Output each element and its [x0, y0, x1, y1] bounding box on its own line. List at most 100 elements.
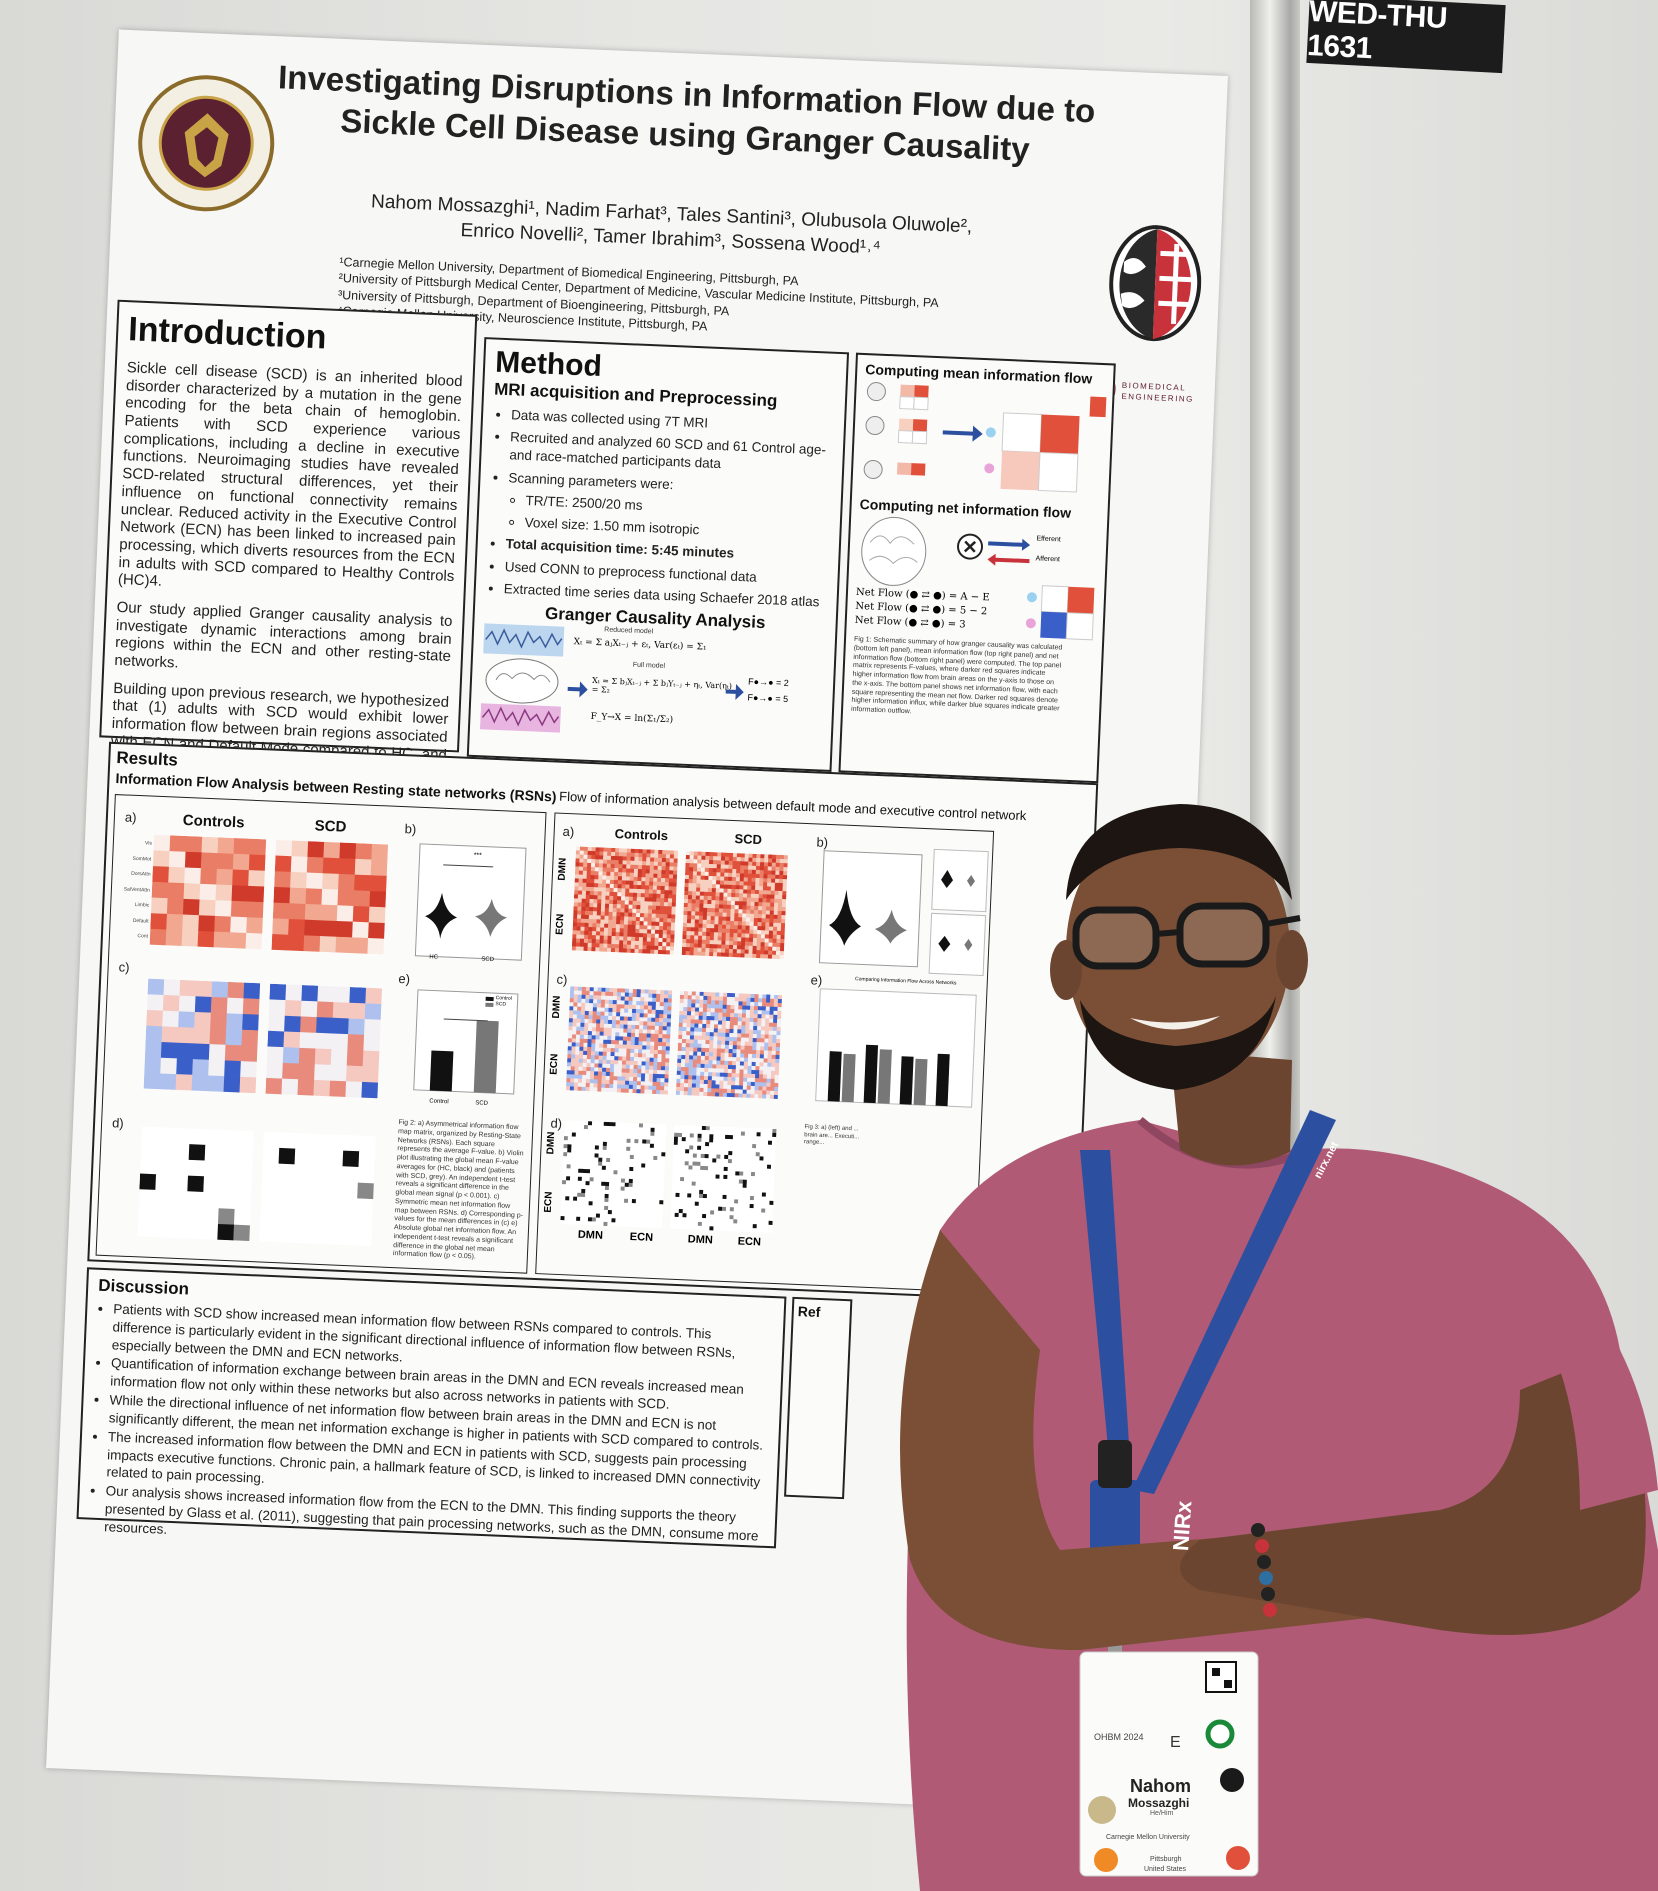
matrix-cell	[291, 1211, 309, 1229]
matrix-cell	[172, 1143, 190, 1161]
matrix-cell	[633, 1060, 639, 1066]
matrix-cell	[721, 1226, 726, 1232]
matrix-cell	[758, 994, 763, 999]
panel-c-label: c)	[118, 959, 130, 975]
matrix-cell	[687, 995, 693, 1000]
matrix-cell	[721, 1222, 726, 1228]
matrix-cell	[699, 991, 704, 997]
matrix-cell	[226, 997, 244, 1015]
matrix-cell	[670, 1224, 675, 1230]
matrix-cell	[754, 889, 760, 895]
matrix-cell	[219, 1161, 237, 1178]
matrix-cell	[610, 871, 615, 877]
matrix-cell	[566, 1172, 571, 1177]
matrix-cell	[732, 1147, 737, 1152]
matrix-cell	[630, 848, 636, 854]
matrix-cell	[724, 1154, 729, 1160]
matrix-cell	[640, 1171, 646, 1176]
matrix-cell	[678, 1022, 684, 1028]
matrix-cell	[757, 1026, 762, 1031]
matrix-cell	[569, 1002, 574, 1007]
matrix-cell	[589, 999, 594, 1004]
matrix-cell	[288, 918, 306, 936]
matrix-cell	[659, 1090, 665, 1095]
matrix-cell	[613, 883, 619, 889]
matrix-cell	[686, 1205, 692, 1210]
matrix-cell	[770, 894, 775, 900]
matrix-cell	[757, 930, 762, 935]
net-flow-diagram: Efferent Afferent Net Flow (● ⇄ ●) = A −…	[854, 512, 1099, 642]
matrix-cell	[738, 1191, 743, 1196]
matrix-cell	[584, 930, 589, 936]
matrix-cell	[640, 1183, 645, 1188]
matrix-cell	[618, 1040, 624, 1045]
matrix-cell	[661, 1062, 666, 1067]
matrix-cell	[743, 1171, 748, 1177]
matrix-cell	[607, 1133, 612, 1139]
matrix-cell	[203, 1176, 221, 1193]
matrix-cell	[677, 1136, 683, 1142]
matrix-cell	[711, 904, 716, 909]
matrix-cell	[575, 1050, 580, 1056]
matrix-cell	[644, 1077, 650, 1082]
matrix-cell	[602, 1153, 607, 1159]
matrix-cell	[316, 1017, 334, 1034]
matrix-cell	[725, 1222, 730, 1228]
matrix-cell	[584, 926, 589, 932]
matrix-cell	[695, 999, 700, 1004]
matrix-cell	[242, 998, 260, 1015]
matrix-cell	[192, 1043, 210, 1061]
matrix-cell	[735, 1171, 740, 1176]
matrix-cell	[701, 859, 706, 865]
matrix-cell	[705, 1222, 711, 1227]
matrix-cell	[627, 1210, 632, 1216]
matrix-cell	[282, 1062, 300, 1080]
matrix-cell	[723, 888, 728, 894]
matrix-cell	[575, 1132, 581, 1138]
matrix-cell	[729, 1127, 734, 1132]
matrix-cell	[346, 1065, 364, 1083]
matrix-cell	[606, 1149, 611, 1155]
matrix-cell	[720, 872, 725, 877]
matrix-cell	[747, 873, 753, 879]
matrix-cell	[696, 887, 701, 892]
matrix-cell	[742, 913, 747, 918]
matrix-cell	[654, 945, 659, 951]
matrix-cell	[598, 1153, 603, 1159]
matrix-cell	[697, 1141, 702, 1147]
matrix-cell	[577, 990, 583, 996]
matrix-cell	[658, 1022, 664, 1027]
matrix-cell	[642, 1049, 647, 1054]
matrix-cell	[671, 902, 677, 907]
matrix-cell	[617, 1072, 622, 1077]
matrix-cell	[575, 1220, 581, 1226]
matrix-cell	[683, 1197, 688, 1202]
matrix-cell	[707, 1092, 712, 1097]
matrix-cell	[660, 897, 665, 903]
matrix-cell	[714, 1004, 720, 1009]
matrix-cell	[746, 913, 751, 919]
matrix-cell	[354, 874, 372, 892]
matrix-cell	[709, 940, 714, 945]
matrix-cell	[685, 858, 690, 864]
matrix-cell	[672, 890, 677, 895]
matrix-cell	[748, 1227, 753, 1233]
matrix-cell	[635, 1013, 641, 1018]
matrix-cell	[224, 1044, 242, 1062]
matrix-cell	[601, 883, 607, 888]
matrix-cell	[733, 925, 739, 930]
matrix-cell	[619, 920, 625, 925]
matrix-cell	[667, 918, 672, 923]
matrix-cell	[748, 1139, 753, 1145]
matrix-cell	[616, 1190, 621, 1195]
matrix-cell	[758, 1074, 764, 1079]
matrix-cell	[702, 915, 708, 921]
matrix-cell	[731, 1155, 737, 1160]
matrix-cell	[725, 1218, 730, 1224]
matrix-cell	[777, 910, 782, 916]
matrix-cell	[652, 1089, 657, 1095]
matrix-cell	[729, 940, 734, 946]
matrix-cell	[674, 1220, 679, 1226]
matrix-cell	[773, 918, 778, 924]
matrix-cell	[621, 1076, 626, 1081]
